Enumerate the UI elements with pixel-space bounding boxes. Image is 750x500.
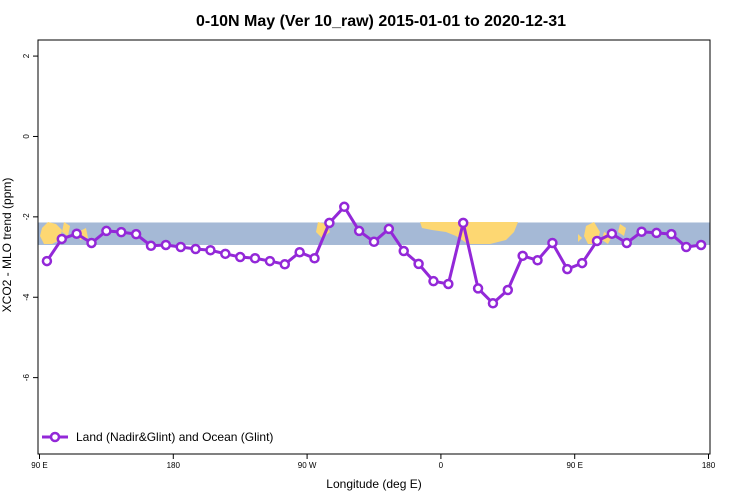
data-point: [101, 225, 112, 237]
land-patch: [420, 222, 518, 244]
land-patch: [62, 222, 70, 236]
data-point: [175, 241, 186, 253]
data-point: [547, 237, 558, 249]
data-point: [145, 240, 157, 252]
data-point: [279, 259, 291, 270]
y-tick-label: 0: [22, 134, 31, 139]
data-point: [234, 251, 246, 263]
y-tick-label: -2: [22, 213, 31, 221]
data-point: [56, 233, 68, 245]
data-point: [457, 217, 469, 229]
data-point: [413, 258, 424, 270]
data-point: [695, 239, 707, 251]
data-point: [472, 283, 484, 294]
y-tick-label: -6: [22, 374, 31, 382]
data-point: [160, 239, 172, 251]
data-point: [220, 248, 231, 260]
data-point: [636, 226, 647, 237]
x-tick-label: 90 W: [298, 461, 317, 470]
x-axis: 90 E 180 90 W 0 90 E 180: [31, 454, 716, 470]
land-patch: [618, 224, 626, 236]
data-point: [502, 284, 514, 296]
y-axis-label: XCO2 - MLO trend (ppm): [0, 178, 14, 313]
data-point: [428, 275, 439, 287]
data-point: [398, 245, 409, 257]
x-tick-label: 180: [167, 461, 181, 470]
data-point: [294, 246, 305, 258]
data-point: [487, 298, 499, 309]
data-point: [517, 250, 528, 262]
x-tick-label: 90 E: [566, 461, 582, 470]
legend-marker: [49, 431, 61, 443]
series-line: [45, 205, 702, 305]
data-point: [443, 278, 454, 290]
data-point: [264, 255, 276, 267]
x-tick-label: 180: [702, 461, 716, 470]
data-point: [576, 257, 588, 269]
data-point: [532, 255, 543, 266]
data-point: [309, 253, 320, 264]
x-axis-label: Longitude (deg E): [326, 477, 421, 491]
data-point: [205, 244, 216, 256]
land-patch: [578, 234, 582, 242]
data-point: [41, 255, 53, 267]
data-point: [339, 201, 350, 213]
data-point: [606, 228, 618, 239]
data-point: [562, 263, 573, 275]
chart-title: 0-10N May (Ver 10_raw) 2015-01-01 to 202…: [196, 13, 566, 30]
y-tick-label: -4: [22, 293, 31, 301]
data-point: [249, 253, 261, 264]
data-point: [383, 223, 395, 235]
y-axis: 2 0 -2 -4 -6: [22, 53, 38, 381]
data-point: [130, 228, 142, 240]
data-point: [71, 228, 82, 239]
data-point: [86, 237, 97, 249]
ocean-band: [38, 222, 710, 245]
data-point: [591, 235, 603, 247]
x-tick-label: 0: [439, 461, 444, 470]
data-point: [666, 228, 677, 240]
x-tick-label: 90 E: [31, 461, 47, 470]
data-point: [680, 241, 692, 253]
data-point: [651, 227, 662, 239]
data-point: [324, 217, 335, 229]
data-point: [190, 243, 201, 255]
land-patch: [40, 222, 62, 244]
data-point: [116, 226, 127, 238]
y-tick-label: 2: [22, 53, 31, 58]
legend: Land (Nadir&Glint) and Ocean (Glint): [42, 430, 273, 444]
plot-frame: [37, 39, 711, 455]
data-point: [368, 236, 380, 248]
series-land-ocean: [41, 201, 707, 309]
data-point: [621, 237, 632, 249]
legend-label: Land (Nadir&Glint) and Ocean (Glint): [76, 430, 273, 444]
data-point: [353, 225, 365, 237]
